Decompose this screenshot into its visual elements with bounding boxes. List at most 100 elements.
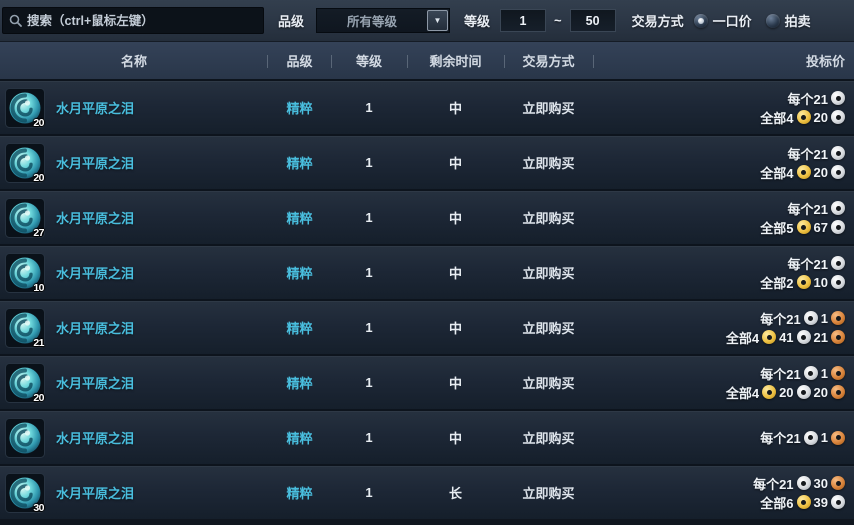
silver-coin-icon — [831, 256, 845, 270]
silver-coin-icon — [831, 146, 845, 160]
silver-coin-icon — [796, 385, 811, 399]
item-icon: 10 — [5, 252, 45, 294]
trade-method: 立即购买 — [522, 265, 575, 281]
grade-select-value: 所有等级 — [347, 15, 398, 29]
price-text: 每个21 — [753, 476, 794, 492]
price-text: 每个21 — [760, 366, 801, 382]
item-grade: 精粹 — [286, 265, 313, 281]
silver-coin-icon — [831, 220, 845, 234]
trade-method: 立即购买 — [522, 375, 575, 391]
table-row[interactable]: 10 水月平原之泪 精粹 1 中 立即购买 每个21 全部2 10 — [0, 246, 854, 299]
radio-label: 一口价 — [712, 14, 752, 29]
radio-icon — [765, 13, 780, 28]
item-name: 水月平原之泪 — [56, 101, 135, 116]
search-input[interactable] — [27, 13, 257, 28]
price-text: 67 — [813, 219, 828, 235]
price-per-unit: 每个21 1 — [760, 311, 845, 327]
header-divider — [407, 55, 408, 68]
item-icon: 30 — [5, 472, 45, 514]
table-row[interactable]: 21 水月平原之泪 精粹 1 中 立即购买 每个21 1 全部4 41 21 — [0, 301, 854, 354]
table-row[interactable]: 20 水月平原之泪 精粹 1 中 立即购买 每个21 1 全部4 20 20 — [0, 356, 854, 409]
price-text: 全部4 — [725, 385, 760, 401]
table-row[interactable]: 20 水月平原之泪 精粹 1 中 立即购买 每个21 全部4 20 — [0, 136, 854, 189]
item-stack-count: 21 — [33, 336, 44, 349]
item-grade: 精粹 — [286, 100, 313, 116]
radio-auction[interactable]: 拍卖 — [765, 11, 811, 30]
item-level: 1 — [365, 99, 373, 115]
item-grade: 精粹 — [286, 485, 313, 501]
remaining-time: 中 — [448, 155, 462, 171]
price-text: 全部2 — [760, 275, 794, 291]
price-text: 1 — [820, 430, 828, 445]
item-name: 水月平原之泪 — [56, 266, 135, 281]
filter-bar: 品级 所有等级 ▼ 等级 ~ 交易方式 一口价 拍卖 — [0, 0, 854, 42]
header-grade[interactable]: 品级 — [286, 54, 313, 69]
item-level: 1 — [365, 429, 373, 445]
item-level: 1 — [365, 154, 373, 170]
header-trade-method[interactable]: 交易方式 — [522, 54, 575, 69]
item-stack-count: 20 — [33, 171, 44, 184]
price-per-unit: 每个21 — [788, 91, 845, 107]
price-total: 全部4 20 20 — [725, 385, 845, 401]
price-text: 每个21 — [760, 431, 801, 446]
copper-coin-icon — [831, 430, 845, 445]
price-per-unit: 每个21 1 — [760, 365, 845, 382]
remaining-time: 中 — [448, 430, 462, 446]
trade-method: 立即购买 — [522, 210, 575, 226]
search-box[interactable] — [2, 7, 264, 34]
radio-icon — [693, 13, 708, 28]
table-row[interactable]: 水月平原之泪 精粹 1 中 立即购买 每个21 1 — [0, 411, 854, 464]
price-per-unit: 每个21 — [787, 256, 845, 272]
remaining-time: 中 — [448, 100, 462, 116]
trade-method-filter-label: 交易方式 — [631, 14, 684, 29]
remaining-time: 长 — [448, 485, 462, 501]
item-level: 1 — [365, 319, 373, 335]
table-header: 名称 品级 等级 剩余时间 交易方式 投标价 — [0, 42, 854, 81]
item-icon: 20 — [5, 362, 45, 404]
item-name: 水月平原之泪 — [56, 321, 135, 336]
gold-coin-icon — [762, 330, 777, 344]
chevron-down-icon[interactable]: ▼ — [427, 10, 449, 31]
item-stack-count: 20 — [33, 116, 44, 129]
gold-coin-icon — [796, 165, 811, 179]
price-per-unit: 每个21 — [787, 146, 845, 162]
item-icon: 27 — [5, 197, 45, 239]
item-grade: 精粹 — [286, 430, 313, 446]
item-name: 水月平原之泪 — [56, 486, 135, 501]
silver-coin-icon — [831, 165, 845, 179]
price-text: 每个21 — [787, 256, 828, 272]
header-level[interactable]: 等级 — [355, 54, 382, 69]
price-text: 21 — [813, 329, 828, 345]
header-bid-price[interactable]: 投标价 — [805, 54, 845, 69]
silver-coin-icon — [831, 91, 845, 105]
item-icon: 21 — [5, 307, 45, 349]
price-text: 每个21 — [787, 146, 828, 162]
price-per-unit: 每个21 — [788, 201, 845, 217]
header-name[interactable]: 名称 — [120, 54, 147, 69]
price-text: 41 — [779, 329, 794, 345]
item-icon: 20 — [5, 142, 45, 184]
price-text: 30 — [813, 475, 828, 491]
table-row[interactable]: 30 水月平原之泪 精粹 1 长 立即购买 每个21 30 全部6 39 — [0, 466, 854, 519]
item-stack-count: 10 — [33, 281, 44, 294]
price-text: 1 — [820, 365, 828, 381]
item-stack-count: 27 — [33, 226, 44, 239]
price-text: 全部4 — [760, 110, 794, 126]
item-stack-count: 30 — [33, 501, 44, 514]
price-total: 全部4 20 — [760, 164, 845, 181]
silver-coin-icon — [831, 201, 845, 215]
price-text: 全部4 — [725, 330, 760, 346]
level-filter-label: 等级 — [464, 14, 491, 29]
level-max-input[interactable] — [569, 9, 616, 32]
header-remaining-time[interactable]: 剩余时间 — [429, 54, 482, 69]
table-row[interactable]: 27 水月平原之泪 精粹 1 中 立即购买 每个21 全部5 67 — [0, 191, 854, 244]
grade-select[interactable]: 所有等级 ▼ — [316, 8, 451, 33]
price-text: 每个21 — [760, 311, 801, 327]
level-min-input[interactable] — [500, 9, 547, 32]
item-grade: 精粹 — [286, 155, 313, 171]
table-row[interactable]: 20 水月平原之泪 精粹 1 中 立即购买 每个21 全部4 20 — [0, 81, 854, 134]
item-grade: 精粹 — [286, 320, 313, 336]
radio-buy-now[interactable]: 一口价 — [693, 11, 752, 30]
price-text: 20 — [813, 164, 828, 180]
price-text: 全部4 — [760, 165, 794, 181]
